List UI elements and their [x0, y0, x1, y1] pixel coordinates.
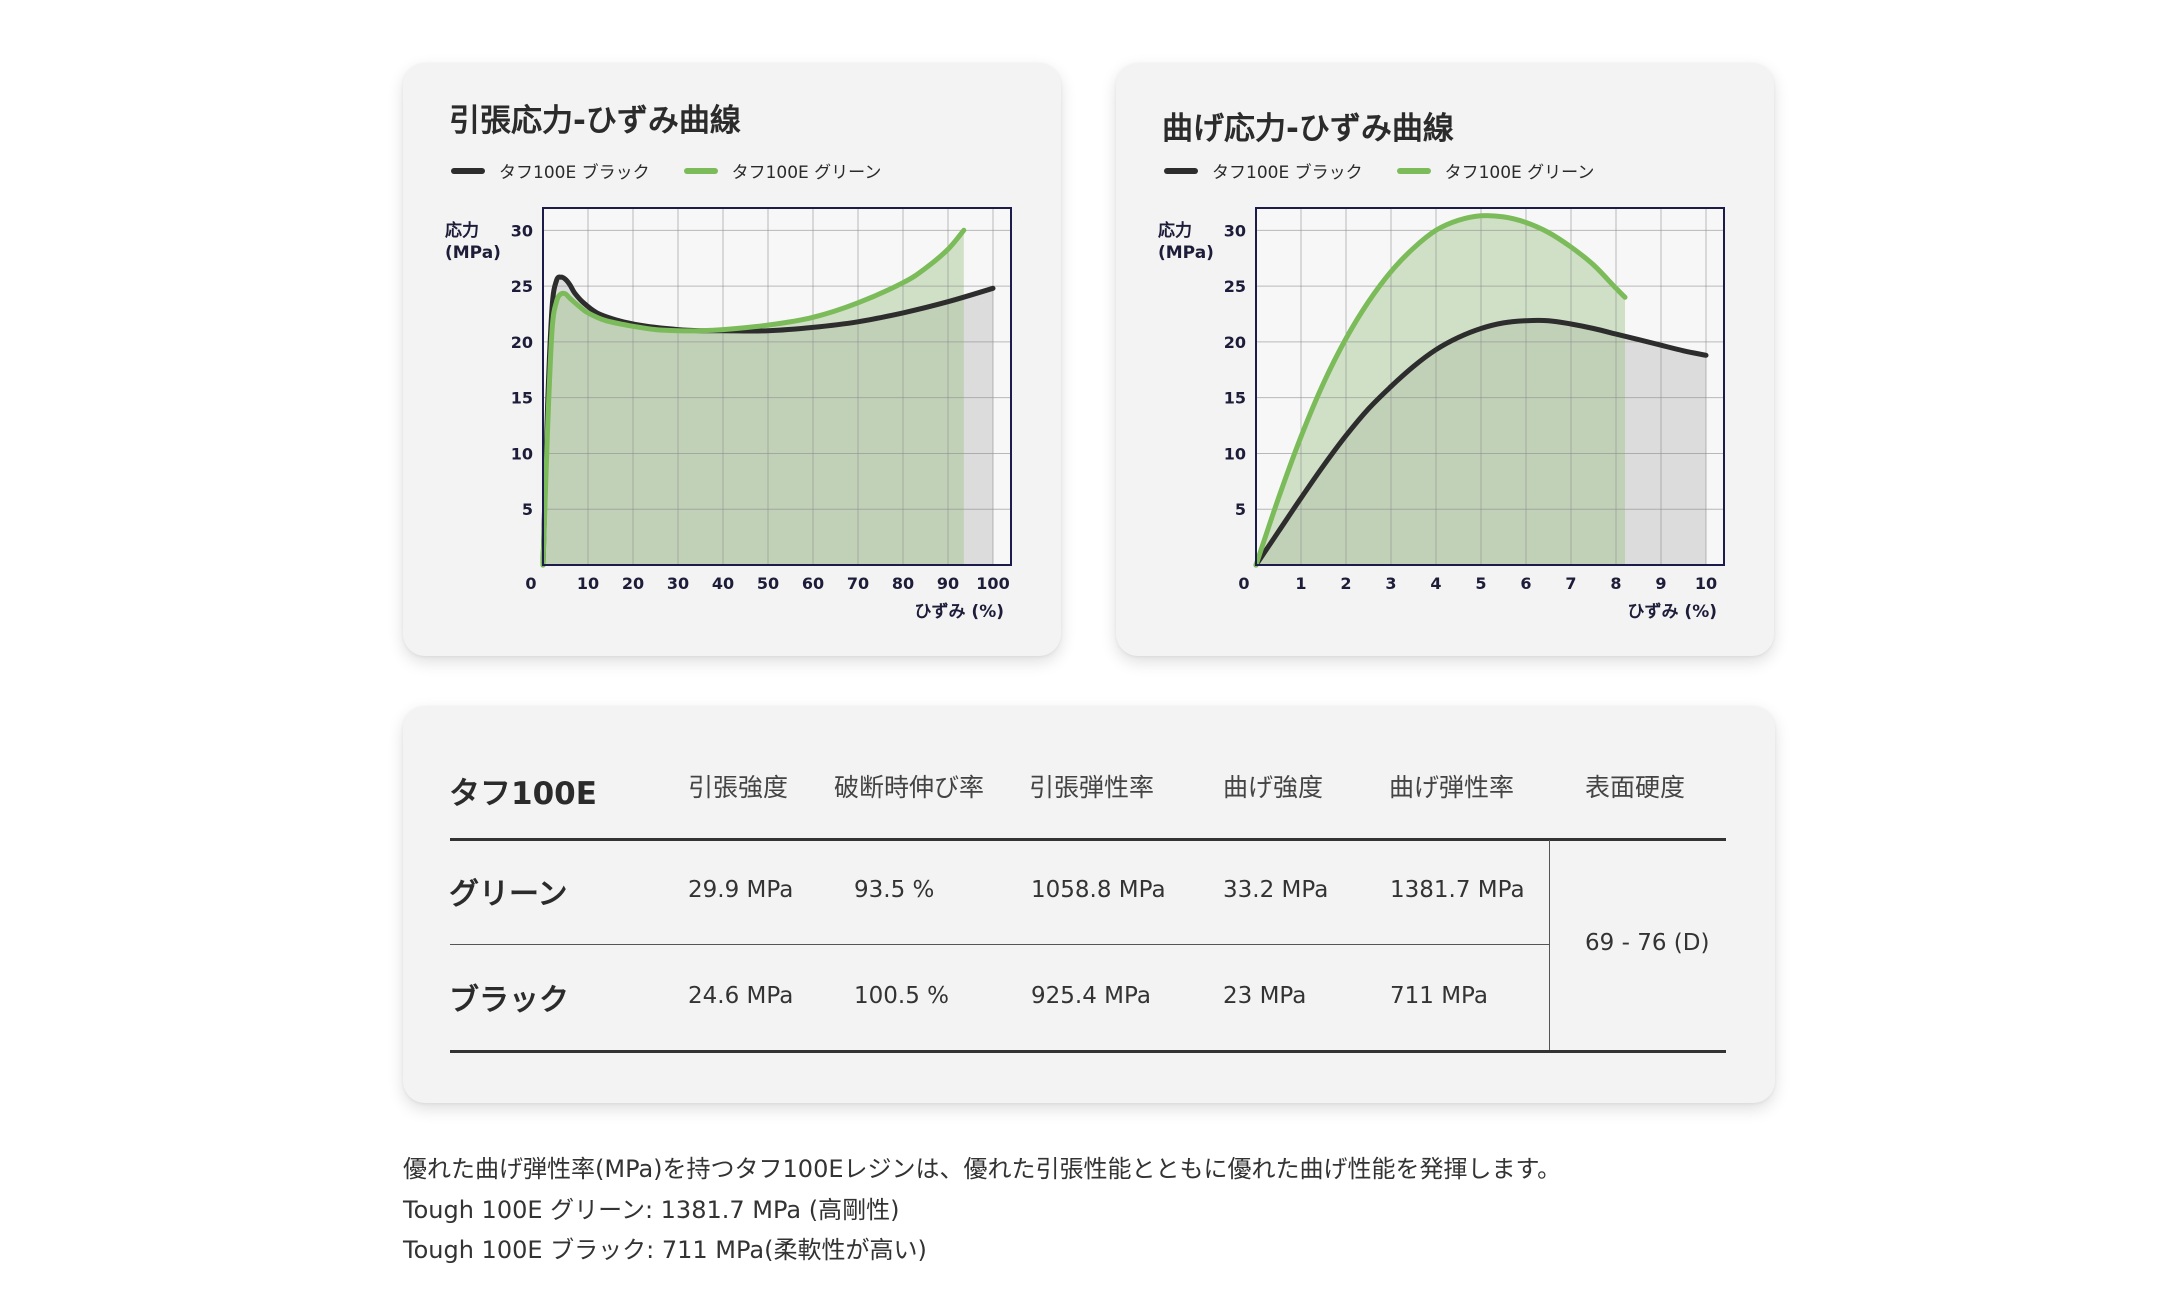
y-tick-label: 20: [1224, 333, 1246, 352]
col-header: 曲げ弾性率: [1389, 773, 1515, 802]
x-tick-label: 0: [525, 574, 536, 593]
x-tick-label: 6: [1520, 574, 1531, 593]
hardness-value: 69 - 76 (D): [1585, 930, 1710, 956]
legend-item-black: タフ100E ブラック: [1164, 158, 1363, 183]
chart-title: 引張応力-ひずみ曲線: [449, 103, 741, 139]
plot-area: 0 10 20 30 40 50 60 70 80 90 100 5 10 15 20 25 30: [511, 207, 1012, 593]
series-line: [1253, 317, 1709, 568]
header-rule: [450, 838, 1726, 841]
row-label-black: ブラック: [449, 983, 569, 1018]
x-tick-label: 8: [1610, 574, 1621, 593]
series-area: [1256, 215, 1625, 566]
x-tick-label: 70: [847, 574, 869, 593]
y-tick-label: 10: [511, 444, 533, 463]
plot-area: 0 1 2 3 4 5 6 7 8 9 10 5 10 15 20 25 30: [1224, 207, 1725, 593]
footer-rule: [450, 1050, 1726, 1053]
table-cell: 29.9 MPa: [688, 877, 794, 903]
x-tick-label: 30: [667, 574, 689, 593]
x-tick-label: 7: [1565, 574, 1576, 593]
y-tick-label: 15: [1224, 389, 1246, 408]
x-tick-label: 50: [757, 574, 779, 593]
plot-frame: [1255, 207, 1725, 566]
y-tick-label: 10: [1224, 444, 1246, 463]
legend-label: タフ100E グリーン: [1444, 163, 1595, 183]
legend-item-green: タフ100E グリーン: [1396, 158, 1595, 183]
x-tick-label: 5: [1475, 574, 1486, 593]
tensile-stress-strain-chart: 応力 (MPa) ひずみ (%) 0 10 20 30 40 50 60 70 80 90 100 5…: [445, 207, 1012, 622]
y-axis-label: 応力: [445, 220, 479, 241]
y-tick-label: 20: [511, 333, 533, 352]
chart-legend: タフ100E ブラック タフ100E グリーン: [451, 158, 915, 183]
properties-table-card: タフ100E 引張強度 破断時伸び率 引張弾性率 曲げ強度 曲げ弾性率 表面硬度…: [403, 706, 1775, 1103]
y-tick-label: 30: [1224, 221, 1246, 240]
series-line: [540, 274, 996, 568]
legend-label: タフ100E ブラック: [1212, 163, 1363, 183]
y-tick-label: 25: [1224, 277, 1246, 296]
chart-legend: タフ100E ブラック タフ100E グリーン: [1164, 158, 1628, 183]
x-tick-label: 40: [712, 574, 734, 593]
x-tick-label: 90: [937, 574, 959, 593]
y-tick-label: 30: [511, 221, 533, 240]
table-cell: 711 MPa: [1390, 983, 1488, 1009]
x-tick-label: 80: [892, 574, 914, 593]
y-tick-label: 25: [511, 277, 533, 296]
flexural-chart-card: 曲げ応力-ひずみ曲線 タフ100E ブラック タフ100E グリーン 応力 (M…: [1116, 63, 1774, 656]
x-tick-label: 10: [1695, 574, 1717, 593]
x-tick-label: 3: [1385, 574, 1396, 593]
col-header: 引張弾性率: [1029, 773, 1155, 802]
chart-title: 曲げ応力-ひずみ曲線: [1162, 111, 1454, 147]
x-tick-label: 9: [1655, 574, 1666, 593]
col-header: 表面硬度: [1585, 773, 1686, 802]
table-cell: 1381.7 MPa: [1390, 877, 1525, 903]
table-cell: 33.2 MPa: [1223, 877, 1329, 903]
x-tick-label: 1: [1295, 574, 1306, 593]
row-divider: [450, 944, 1550, 945]
x-tick-label: 20: [622, 574, 644, 593]
flexural-stress-strain-chart: 応力 (MPa) ひずみ (%) 0 1 2 3 4 5 6 7 8 9 10 5 10 15 20 25 30: [1158, 207, 1725, 622]
tensile-chart-card: 引張応力-ひずみ曲線 タフ100E ブラック タフ100E グリーン 応力 (M…: [403, 63, 1061, 656]
series-line: [540, 227, 967, 568]
table-cell: 24.6 MPa: [688, 983, 794, 1009]
legend-swatch: [1164, 167, 1198, 174]
x-tick-label: 4: [1430, 574, 1441, 593]
legend-swatch: [451, 167, 485, 174]
col-header: 引張強度: [688, 773, 789, 802]
column-divider: [1549, 840, 1550, 1052]
y-tick-label: 15: [511, 389, 533, 408]
col-header: 曲げ強度: [1223, 773, 1324, 802]
table-cell: 1058.8 MPa: [1031, 877, 1166, 903]
legend-swatch: [683, 167, 718, 174]
legend-label: タフ100E ブラック: [499, 163, 650, 183]
x-tick-label: 100: [976, 574, 1009, 593]
legend-item-black: タフ100E ブラック: [451, 158, 650, 183]
row-label-green: グリーン: [449, 877, 568, 912]
table-brand-heading: タフ100E: [449, 776, 597, 812]
x-axis-label: ひずみ (%): [915, 602, 1005, 622]
legend-swatch: [1396, 167, 1431, 174]
x-tick-label: 10: [577, 574, 599, 593]
table-cell: 93.5 %: [854, 877, 935, 903]
x-tick-label: 2: [1340, 574, 1351, 593]
y-axis-unit: (MPa): [445, 243, 501, 263]
y-tick-label: 5: [522, 500, 533, 519]
plot-frame: [542, 207, 1012, 566]
description-line: 優れた曲げ弾性率(MPa)を持つタフ100Eレジンは、優れた引張性能とともに優れ…: [403, 1155, 1562, 1183]
legend-label: タフ100E グリーン: [731, 163, 882, 183]
table-cell: 23 MPa: [1223, 983, 1307, 1009]
legend-item-green: タフ100E グリーン: [683, 158, 882, 183]
description-line: Tough 100E グリーン: 1381.7 MPa (高剛性): [403, 1196, 900, 1224]
description-line: Tough 100E ブラック: 711 MPa(柔軟性が高い): [403, 1236, 927, 1264]
table-cell: 100.5 %: [854, 983, 950, 1009]
table-cell: 925.4 MPa: [1031, 983, 1151, 1009]
y-tick-label: 5: [1235, 500, 1246, 519]
series-line: [1253, 213, 1628, 568]
y-axis-label: 応力: [1158, 220, 1192, 241]
col-header: 破断時伸び率: [834, 773, 985, 802]
y-axis-unit: (MPa): [1158, 243, 1214, 263]
x-tick-label: 0: [1238, 574, 1249, 593]
x-axis-label: ひずみ (%): [1628, 602, 1718, 622]
x-tick-label: 60: [802, 574, 824, 593]
